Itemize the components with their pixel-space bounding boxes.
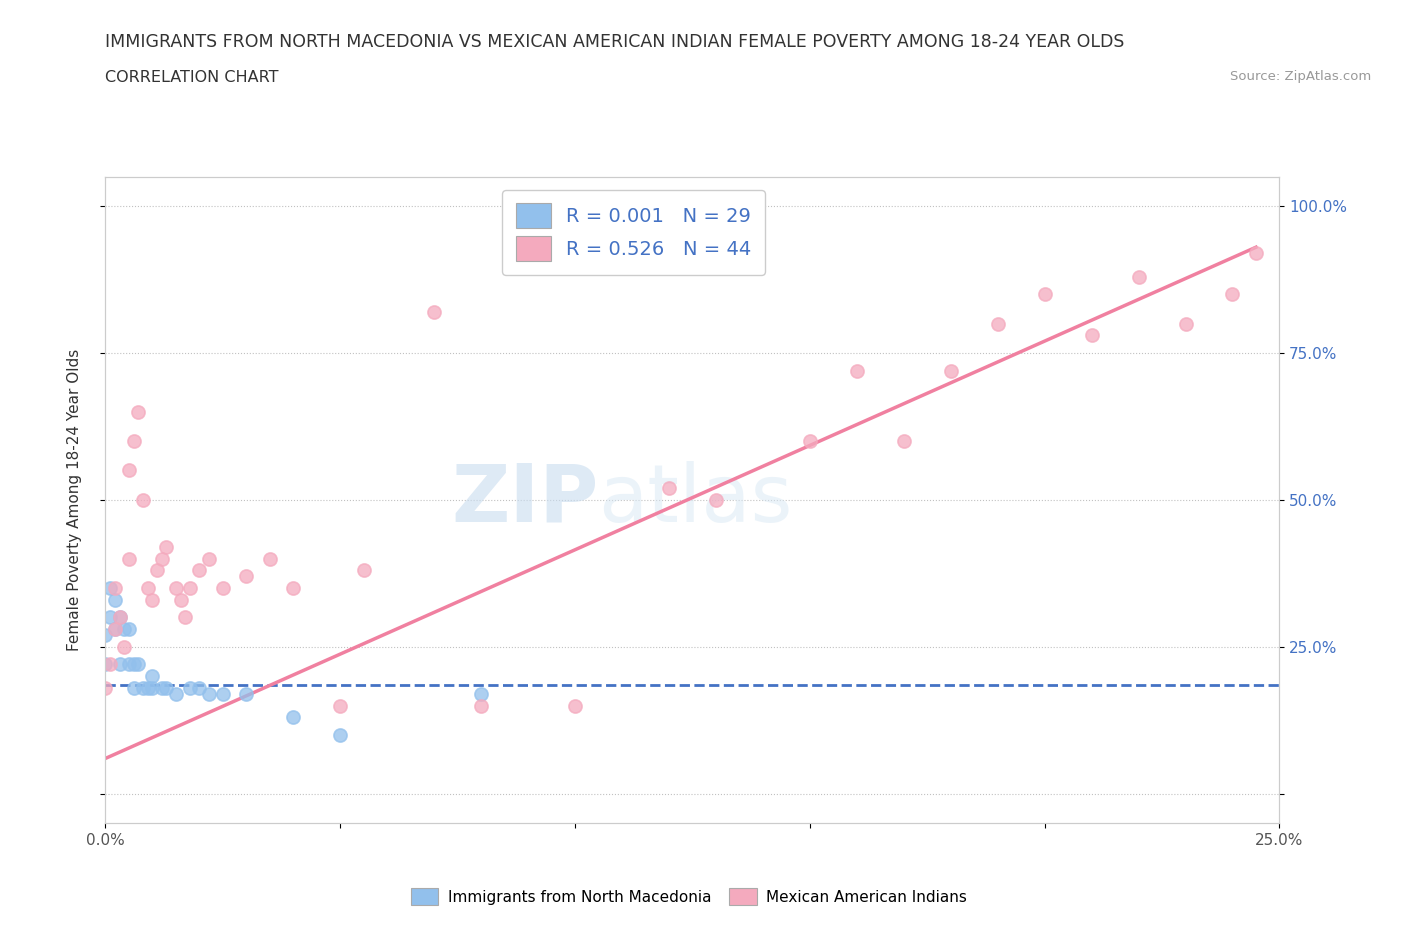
- Point: [1033, 286, 1056, 301]
- Point: [136, 681, 159, 696]
- Point: [94, 628, 117, 643]
- Point: [98, 580, 121, 595]
- Point: [329, 698, 352, 713]
- Point: [112, 622, 135, 637]
- Point: [98, 657, 121, 671]
- Point: [132, 681, 155, 696]
- Point: [108, 610, 131, 625]
- Point: [150, 551, 173, 566]
- Point: [169, 592, 191, 607]
- Point: [136, 580, 159, 595]
- Point: [165, 686, 187, 701]
- Point: [283, 580, 305, 595]
- Point: [165, 580, 187, 595]
- Point: [150, 681, 173, 696]
- Point: [174, 610, 197, 625]
- Point: [118, 551, 141, 566]
- Point: [179, 681, 201, 696]
- Legend: R = 0.001   N = 29, R = 0.526   N = 44: R = 0.001 N = 29, R = 0.526 N = 44: [502, 190, 765, 274]
- Text: ZIP: ZIP: [451, 461, 599, 538]
- Legend: Immigrants from North Macedonia, Mexican American Indians: Immigrants from North Macedonia, Mexican…: [405, 883, 973, 911]
- Point: [1244, 246, 1267, 260]
- Point: [118, 657, 141, 671]
- Point: [155, 539, 177, 554]
- Point: [141, 592, 163, 607]
- Point: [1080, 328, 1102, 343]
- Point: [197, 686, 219, 701]
- Point: [122, 681, 145, 696]
- Point: [127, 405, 149, 419]
- Y-axis label: Female Poverty Among 18-24 Year Olds: Female Poverty Among 18-24 Year Olds: [67, 349, 82, 651]
- Point: [845, 364, 868, 379]
- Point: [235, 686, 257, 701]
- Point: [658, 481, 681, 496]
- Point: [1222, 286, 1244, 301]
- Point: [329, 727, 352, 742]
- Point: [259, 551, 281, 566]
- Point: [108, 610, 131, 625]
- Point: [283, 710, 305, 724]
- Point: [423, 304, 446, 319]
- Point: [1174, 316, 1197, 331]
- Point: [197, 551, 219, 566]
- Point: [353, 563, 375, 578]
- Point: [799, 433, 821, 448]
- Point: [112, 639, 135, 654]
- Point: [122, 433, 145, 448]
- Point: [104, 622, 127, 637]
- Point: [704, 493, 727, 508]
- Point: [132, 493, 155, 508]
- Point: [122, 657, 145, 671]
- Text: atlas: atlas: [599, 461, 793, 538]
- Point: [893, 433, 915, 448]
- Point: [987, 316, 1010, 331]
- Point: [104, 592, 127, 607]
- Point: [564, 698, 586, 713]
- Point: [211, 686, 233, 701]
- Point: [141, 681, 163, 696]
- Point: [470, 686, 492, 701]
- Point: [1128, 269, 1150, 284]
- Point: [188, 563, 211, 578]
- Point: [939, 364, 962, 379]
- Point: [108, 657, 131, 671]
- Point: [94, 657, 117, 671]
- Point: [118, 622, 141, 637]
- Point: [94, 681, 117, 696]
- Point: [188, 681, 211, 696]
- Point: [98, 610, 121, 625]
- Point: [179, 580, 201, 595]
- Point: [141, 669, 163, 684]
- Point: [155, 681, 177, 696]
- Point: [104, 622, 127, 637]
- Point: [104, 580, 127, 595]
- Text: Source: ZipAtlas.com: Source: ZipAtlas.com: [1230, 70, 1371, 83]
- Point: [235, 569, 257, 584]
- Point: [146, 563, 169, 578]
- Point: [211, 580, 233, 595]
- Point: [118, 463, 141, 478]
- Text: IMMIGRANTS FROM NORTH MACEDONIA VS MEXICAN AMERICAN INDIAN FEMALE POVERTY AMONG : IMMIGRANTS FROM NORTH MACEDONIA VS MEXIC…: [105, 33, 1125, 50]
- Text: CORRELATION CHART: CORRELATION CHART: [105, 70, 278, 85]
- Point: [127, 657, 149, 671]
- Point: [470, 698, 492, 713]
